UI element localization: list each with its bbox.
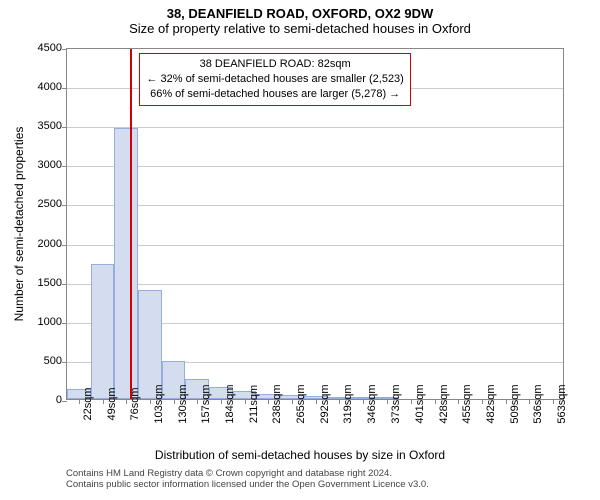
y-tick-label: 3500 <box>22 120 62 132</box>
y-tick-label: 4500 <box>22 42 62 54</box>
x-tick-label: 238sqm <box>271 384 283 423</box>
x-tick-label: 211sqm <box>248 385 260 423</box>
x-tick-mark <box>316 399 317 404</box>
x-tick-label: 536sqm <box>532 384 544 423</box>
y-tick-label: 2000 <box>22 238 62 250</box>
x-tick-label: 563sqm <box>556 384 568 423</box>
x-axis-title: Distribution of semi-detached houses by … <box>0 448 600 462</box>
y-tick-label: 2500 <box>22 198 62 210</box>
x-tick-label: 157sqm <box>200 384 212 423</box>
x-tick-mark <box>339 399 340 404</box>
y-tick-label: 0 <box>22 394 62 406</box>
x-tick-mark <box>245 399 246 404</box>
x-tick-mark <box>103 399 104 404</box>
x-tick-mark <box>553 399 554 404</box>
x-tick-label: 76sqm <box>129 387 141 420</box>
annotation-line: 38 DEANFIELD ROAD: 82sqm <box>146 57 403 72</box>
y-tick-mark <box>62 401 67 402</box>
x-tick-mark <box>506 399 507 404</box>
x-tick-mark <box>221 399 222 404</box>
x-tick-label: 265sqm <box>295 384 307 423</box>
y-tick-mark <box>62 49 67 50</box>
x-tick-mark <box>150 399 151 404</box>
y-axis-title: Number of semi-detached properties <box>12 127 26 322</box>
x-tick-label: 373sqm <box>390 384 402 423</box>
x-tick-mark <box>363 399 364 404</box>
page-title-address: 38, DEANFIELD ROAD, OXFORD, OX2 9DW <box>0 6 600 21</box>
x-tick-mark <box>174 399 175 404</box>
x-tick-label: 292sqm <box>319 384 331 423</box>
gridline <box>67 127 563 128</box>
page-title-subtitle: Size of property relative to semi-detach… <box>0 21 600 36</box>
x-tick-mark <box>435 399 436 404</box>
histogram-plot-area: 38 DEANFIELD ROAD: 82sqm← 32% of semi-de… <box>66 48 564 400</box>
y-tick-mark <box>62 245 67 246</box>
gridline <box>67 284 563 285</box>
x-tick-mark <box>482 399 483 404</box>
y-tick-label: 1000 <box>22 316 62 328</box>
y-tick-mark <box>62 166 67 167</box>
gridline <box>67 245 563 246</box>
annotation-line: ← 32% of semi-detached houses are smalle… <box>146 72 403 87</box>
property-marker-line <box>130 49 132 399</box>
x-tick-label: 184sqm <box>224 384 236 423</box>
y-tick-label: 500 <box>22 355 62 367</box>
y-tick-mark <box>62 362 67 363</box>
x-tick-mark <box>292 399 293 404</box>
x-tick-label: 346sqm <box>366 384 378 423</box>
x-tick-label: 22sqm <box>82 387 94 420</box>
y-tick-mark <box>62 323 67 324</box>
y-tick-label: 3000 <box>22 159 62 171</box>
histogram-bar <box>91 264 115 399</box>
x-tick-mark <box>197 399 198 404</box>
x-tick-label: 103sqm <box>153 384 165 423</box>
y-tick-label: 4000 <box>22 81 62 93</box>
x-tick-label: 455sqm <box>461 384 473 423</box>
x-tick-label: 49sqm <box>106 387 118 420</box>
x-tick-label: 130sqm <box>177 384 189 423</box>
x-tick-label: 509sqm <box>509 384 521 423</box>
x-tick-mark <box>458 399 459 404</box>
annotation-line: 66% of semi-detached houses are larger (… <box>146 87 403 102</box>
histogram-bar <box>138 290 162 400</box>
y-tick-label: 1500 <box>22 277 62 289</box>
x-tick-label: 401sqm <box>414 384 426 423</box>
footnote-line1: Contains HM Land Registry data © Crown c… <box>66 468 429 479</box>
y-tick-mark <box>62 284 67 285</box>
x-tick-label: 319sqm <box>342 384 354 423</box>
x-tick-label: 482sqm <box>485 384 497 423</box>
histogram-bar <box>114 128 138 399</box>
x-tick-mark <box>411 399 412 404</box>
footnote: Contains HM Land Registry data © Crown c… <box>66 468 429 491</box>
x-tick-mark <box>529 399 530 404</box>
x-tick-mark <box>126 399 127 404</box>
x-tick-mark <box>79 399 80 404</box>
gridline <box>67 205 563 206</box>
y-tick-mark <box>62 205 67 206</box>
annotation-box: 38 DEANFIELD ROAD: 82sqm← 32% of semi-de… <box>139 53 410 106</box>
x-tick-mark <box>387 399 388 404</box>
x-tick-label: 428sqm <box>438 384 450 423</box>
y-tick-mark <box>62 88 67 89</box>
footnote-line2: Contains public sector information licen… <box>66 479 429 490</box>
y-tick-mark <box>62 127 67 128</box>
gridline <box>67 166 563 167</box>
x-tick-mark <box>268 399 269 404</box>
